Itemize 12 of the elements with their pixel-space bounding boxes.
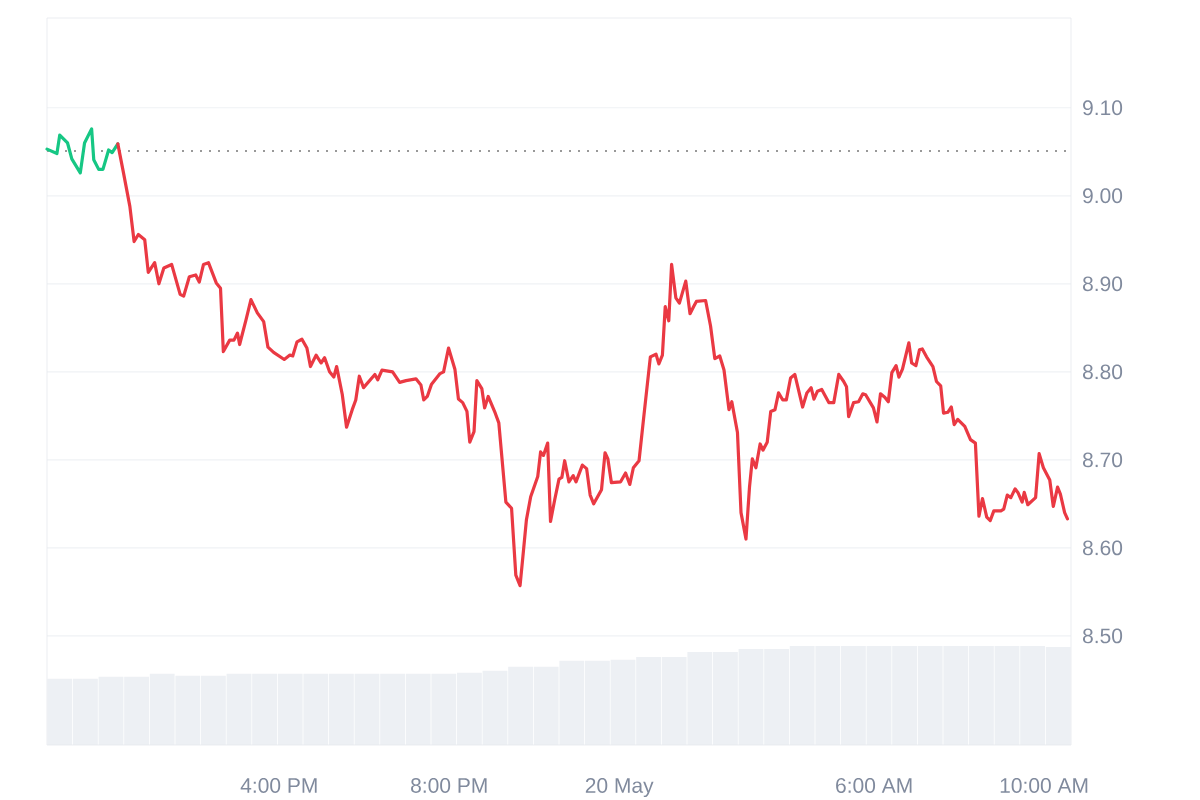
x-tick-label: 6:00 AM bbox=[836, 778, 912, 793]
y-tick-label: 8.70 bbox=[1082, 452, 1123, 468]
x-tick-label: 20 May bbox=[585, 778, 654, 798]
y-tick-label: 8.50 bbox=[1082, 628, 1123, 644]
x-tick-label: 10:00 AM bbox=[1000, 778, 1088, 793]
y-tick-label: 8.60 bbox=[1082, 540, 1123, 556]
x-tick-label: 4:00 PM bbox=[240, 778, 317, 793]
x-tick-label: 8:00 PM bbox=[411, 778, 487, 793]
y-tick-label: 9.10 bbox=[1083, 100, 1123, 116]
y-tick-label: 8.80 bbox=[1082, 364, 1123, 380]
y-tick-label: 9.00 bbox=[1083, 188, 1123, 204]
y-tick-label: 8.90 bbox=[1082, 276, 1123, 292]
